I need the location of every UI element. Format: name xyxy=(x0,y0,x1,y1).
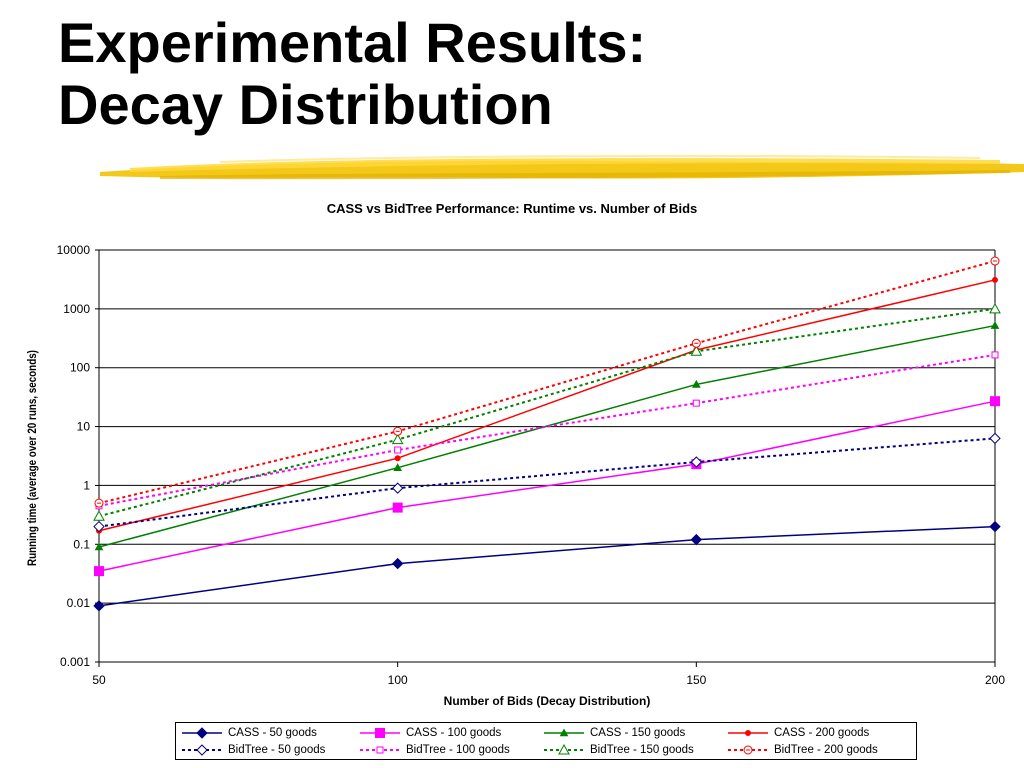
y-tick-label: 100 xyxy=(70,361,90,375)
legend-item: BidTree - 100 goods xyxy=(358,741,542,758)
series-line xyxy=(98,307,996,518)
y-tick-label: 10 xyxy=(77,420,91,434)
legend-swatch xyxy=(728,745,768,754)
series-line xyxy=(98,525,996,607)
legend-swatch xyxy=(360,727,400,738)
series-0 xyxy=(93,520,1001,612)
data-point xyxy=(393,463,403,472)
series-line xyxy=(98,353,996,507)
legend-swatch xyxy=(182,726,222,739)
y-tick-label: 1 xyxy=(83,478,90,492)
series-line xyxy=(98,279,996,532)
data-point xyxy=(989,302,1001,314)
data-point xyxy=(391,482,404,494)
y-tick-label: 0.1 xyxy=(73,537,90,551)
data-point xyxy=(989,520,1001,533)
data-point xyxy=(394,446,402,454)
legend-item: BidTree - 50 goods xyxy=(180,741,358,758)
legend-item: CASS - 100 goods xyxy=(358,724,542,741)
legend-marker xyxy=(376,746,384,753)
data-point xyxy=(690,456,703,468)
series-line xyxy=(98,437,996,528)
chart-legend: CASS - 50 goods CASS - 100 goods CASS - 15… xyxy=(175,722,917,760)
legend-item: BidTree - 200 goods xyxy=(726,741,912,758)
legend-swatch xyxy=(544,743,584,754)
data-point xyxy=(992,276,998,283)
legend-label: CASS - 100 goods xyxy=(406,726,502,739)
legend-label: BidTree - 100 goods xyxy=(406,743,510,756)
legend-label: CASS - 200 goods xyxy=(774,726,870,739)
data-point xyxy=(690,533,703,546)
legend-marker xyxy=(745,729,751,736)
data-point xyxy=(93,510,105,521)
series-1 xyxy=(94,396,1000,577)
chart-title: CASS vs BidTree Performance: Runtime vs.… xyxy=(326,201,698,216)
series-4 xyxy=(93,432,1001,533)
x-axis-label: Number of Bids (Decay Distribution) xyxy=(444,694,651,708)
x-tick-label: 50 xyxy=(92,673,106,687)
series-7 xyxy=(94,256,1000,508)
y-tick-label: 0.01 xyxy=(67,596,91,610)
legend-marker xyxy=(559,727,569,736)
series-line xyxy=(98,324,996,548)
legend-label: BidTree - 150 goods xyxy=(590,743,694,756)
slide-title: Experimental Results: Decay Distribution xyxy=(58,12,646,136)
legend-swatch xyxy=(182,743,222,756)
series-3 xyxy=(96,276,998,534)
data-point xyxy=(392,502,403,513)
data-point xyxy=(990,321,1000,329)
y-tick-label: 0.001 xyxy=(60,655,90,669)
slide-title-line2: Decay Distribution xyxy=(58,73,553,136)
data-point xyxy=(690,345,703,356)
x-tick-label: 150 xyxy=(686,673,706,687)
x-tick-label: 200 xyxy=(985,673,1005,687)
legend-swatch xyxy=(360,746,400,753)
legend-swatch xyxy=(728,729,768,736)
legend-item: CASS - 200 goods xyxy=(726,724,912,741)
legend-item: CASS - 50 goods xyxy=(180,724,358,741)
series-6 xyxy=(93,302,1001,521)
legend-marker xyxy=(558,743,570,754)
legend-label: BidTree - 200 goods xyxy=(774,743,878,756)
data-point xyxy=(391,557,404,570)
data-point xyxy=(691,379,701,388)
y-tick-label: 10000 xyxy=(57,243,91,257)
data-point xyxy=(391,433,404,445)
data-point xyxy=(990,396,1000,407)
legend-item: BidTree - 150 goods xyxy=(542,741,726,758)
legend-marker xyxy=(196,726,208,739)
data-point xyxy=(394,455,401,462)
legend-label: BidTree - 50 goods xyxy=(228,743,326,756)
data-point xyxy=(94,566,104,577)
x-tick-label: 100 xyxy=(388,673,408,687)
data-point xyxy=(94,542,104,551)
y-axis-label: Running time (average over 20 runs, seco… xyxy=(26,350,39,566)
data-point xyxy=(991,351,999,359)
data-point xyxy=(93,520,105,533)
slide-title-line1: Experimental Results: xyxy=(58,11,647,74)
legend-marker xyxy=(196,743,208,756)
legend-label: CASS - 150 goods xyxy=(590,726,686,739)
legend-swatch xyxy=(544,727,584,736)
legend-marker xyxy=(375,727,385,738)
highlighter-stroke xyxy=(100,154,1024,180)
y-tick-label: 1000 xyxy=(63,302,90,316)
series-line xyxy=(98,400,996,572)
legend-item: CASS - 150 goods xyxy=(542,724,726,741)
data-point xyxy=(692,399,700,407)
legend-label: CASS - 50 goods xyxy=(228,726,317,739)
series-2 xyxy=(94,321,1000,551)
series-line xyxy=(98,260,996,505)
data-point xyxy=(93,600,105,612)
data-point xyxy=(989,432,1001,445)
